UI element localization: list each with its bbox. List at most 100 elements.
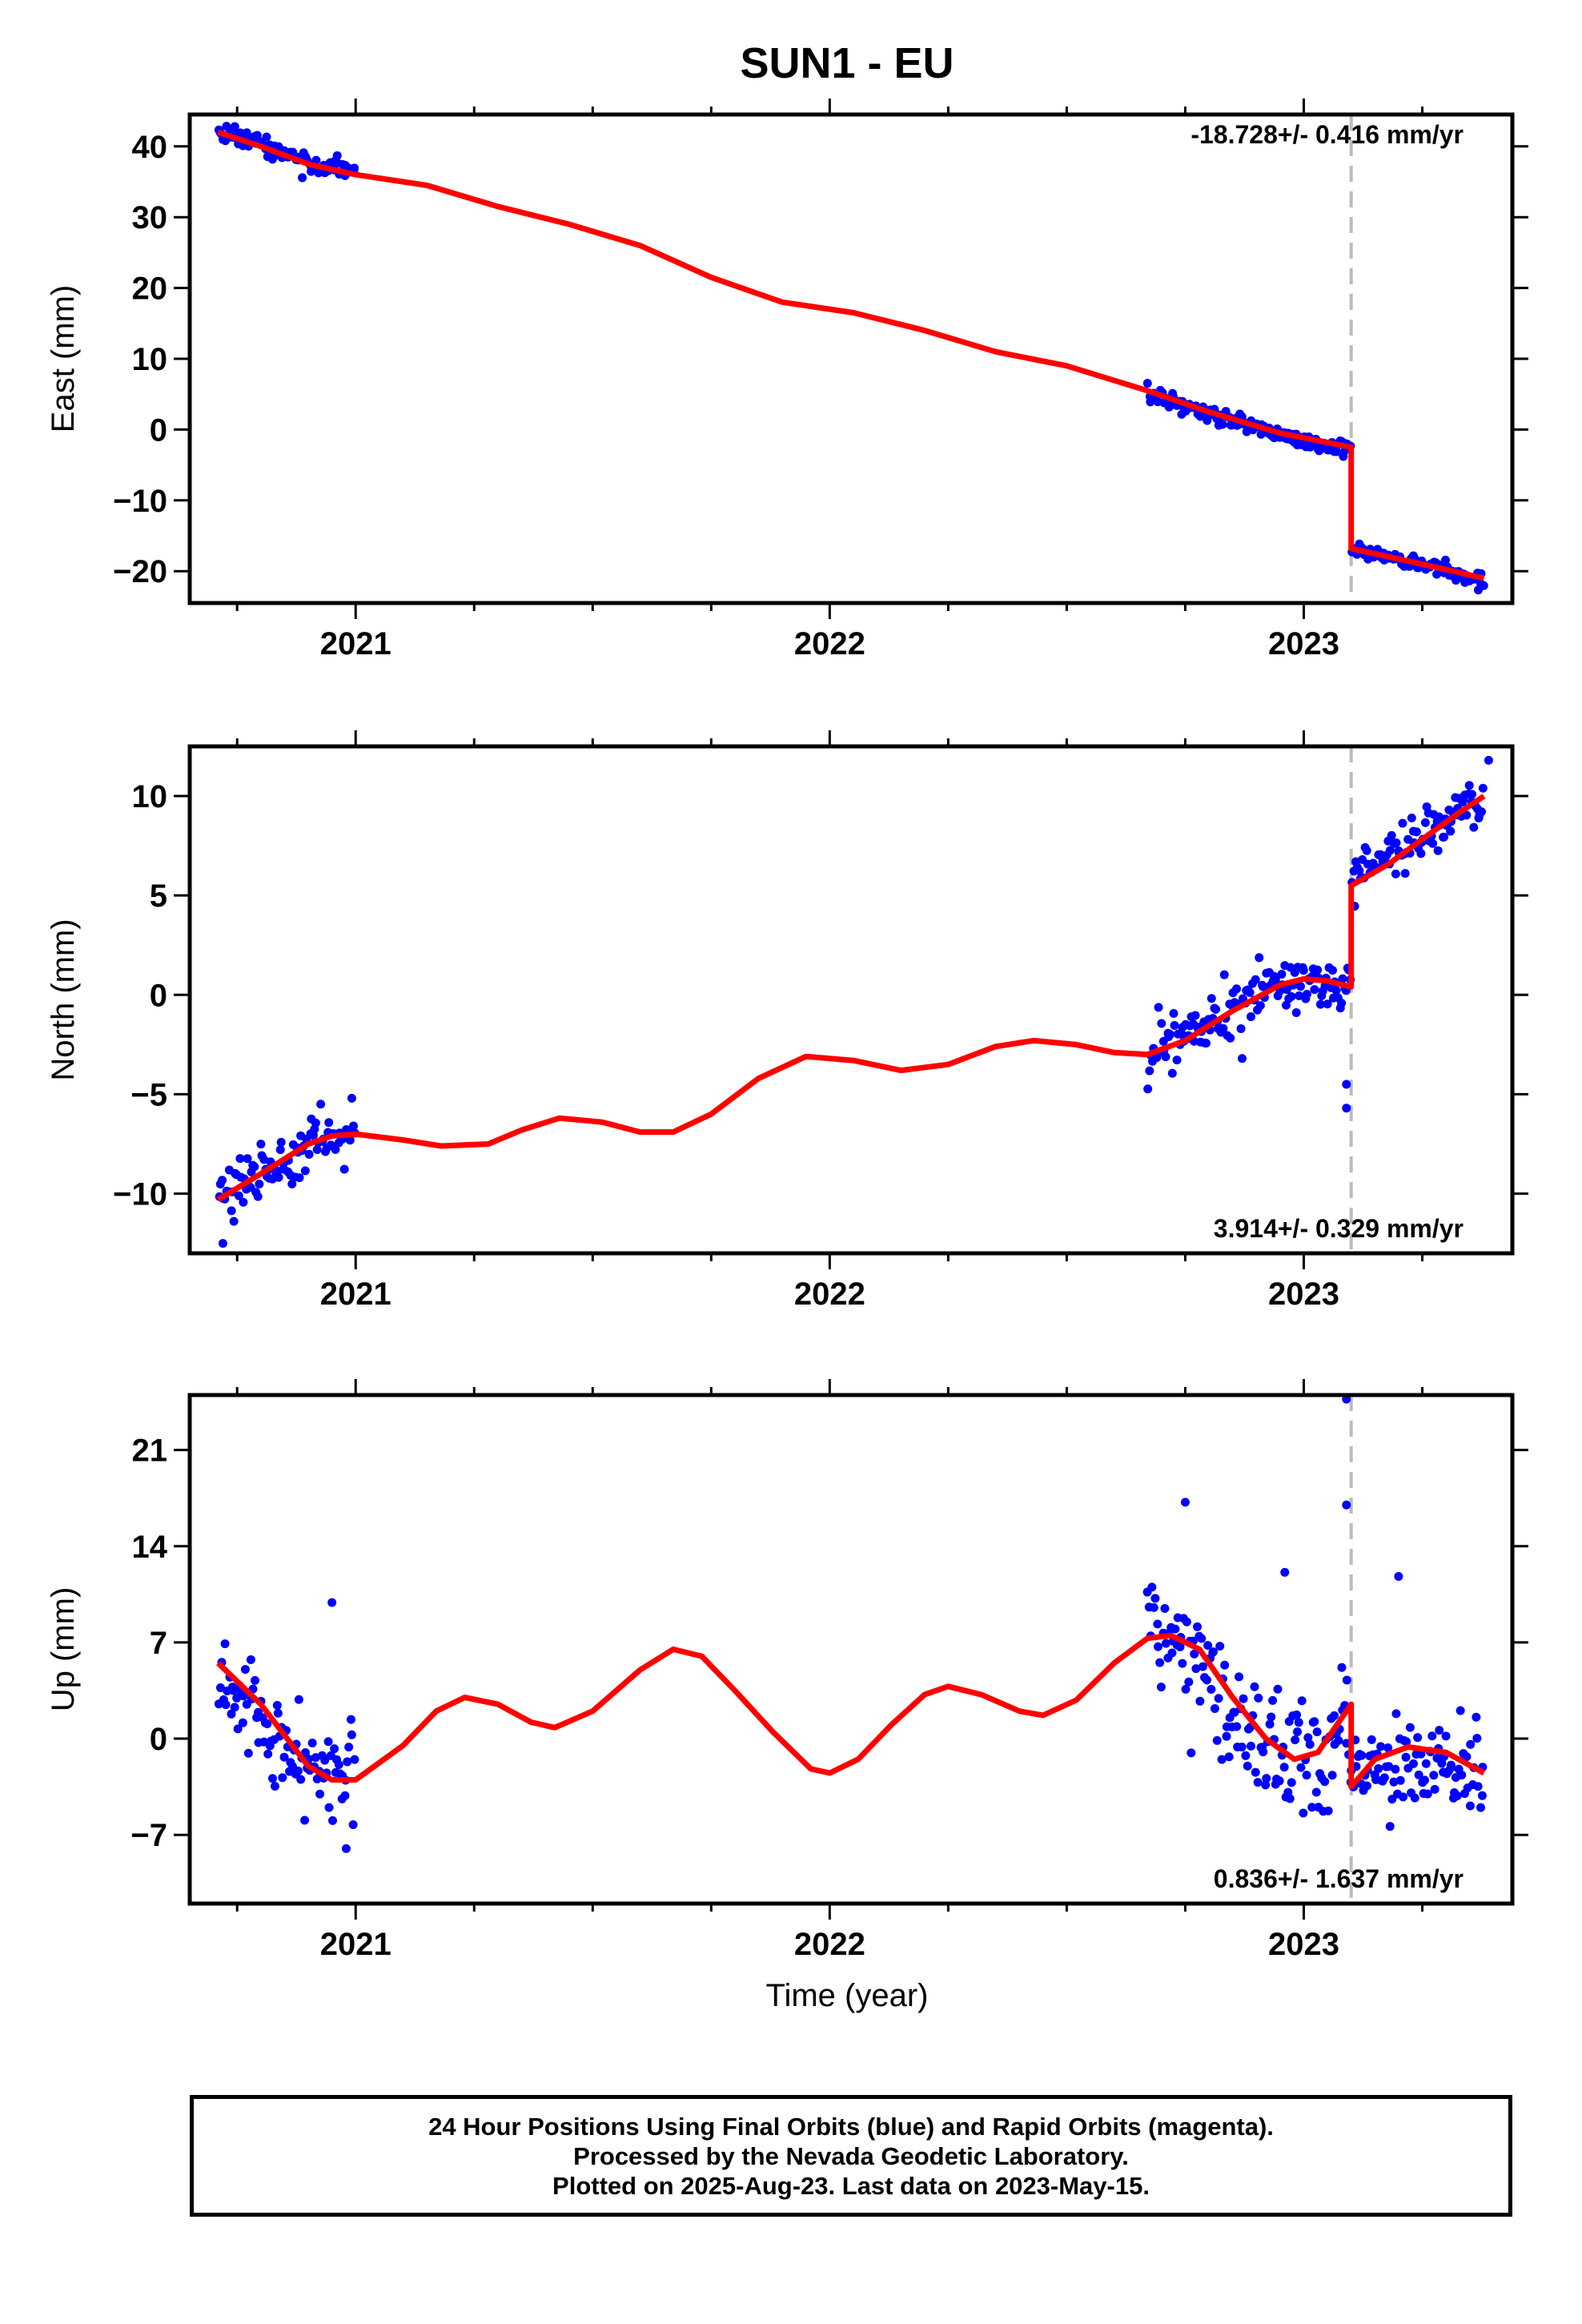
data-point bbox=[1351, 1762, 1361, 1771]
data-point bbox=[1291, 1735, 1300, 1745]
y-tick-label: 0 bbox=[150, 412, 167, 448]
data-point bbox=[232, 1693, 242, 1703]
data-point bbox=[294, 1695, 303, 1704]
data-point bbox=[1437, 1759, 1447, 1768]
data-point bbox=[1408, 1759, 1418, 1768]
data-point bbox=[1387, 830, 1396, 840]
data-point bbox=[1202, 1675, 1211, 1685]
data-point bbox=[1211, 1004, 1221, 1014]
data-point bbox=[1161, 1638, 1170, 1648]
data-point bbox=[1331, 986, 1341, 995]
data-point bbox=[1245, 987, 1255, 997]
panel-frame bbox=[187, 112, 1515, 605]
data-point bbox=[350, 1755, 359, 1764]
data-point bbox=[1279, 1763, 1289, 1772]
data-point bbox=[331, 1144, 340, 1154]
data-point bbox=[1180, 1498, 1190, 1507]
data-point bbox=[1170, 1020, 1179, 1030]
data-point bbox=[221, 1700, 231, 1710]
x-tick-label: 2021 bbox=[320, 626, 391, 661]
data-point bbox=[344, 1743, 354, 1752]
data-point bbox=[307, 1739, 317, 1748]
data-point bbox=[1164, 402, 1174, 412]
data-point bbox=[1145, 1066, 1154, 1076]
data-point bbox=[1421, 1759, 1431, 1768]
data-point bbox=[1315, 999, 1325, 1009]
data-point bbox=[1383, 1743, 1393, 1752]
data-point bbox=[272, 1700, 282, 1710]
data-point bbox=[250, 1675, 259, 1685]
data-point bbox=[1389, 1777, 1399, 1787]
data-point bbox=[312, 1145, 322, 1155]
data-point bbox=[1446, 1760, 1456, 1770]
data-point bbox=[320, 1755, 330, 1765]
data-point bbox=[1273, 1684, 1283, 1694]
data-point bbox=[1337, 1663, 1347, 1672]
data-point bbox=[1323, 999, 1332, 1009]
x-axis-label: Time (year) bbox=[766, 1978, 929, 2013]
data-point bbox=[1214, 1694, 1223, 1703]
data-point bbox=[1411, 827, 1421, 837]
data-point bbox=[243, 1748, 253, 1758]
data-point bbox=[327, 1815, 337, 1825]
data-point bbox=[1413, 1733, 1423, 1743]
data-point bbox=[1468, 790, 1477, 799]
data-point bbox=[230, 1703, 239, 1712]
y-axis-label: East (mm) bbox=[46, 285, 81, 432]
y-tick-label: −20 bbox=[113, 554, 167, 589]
data-point bbox=[1259, 1747, 1268, 1757]
footer-line-2: Processed by the Nevada Geodetic Laborat… bbox=[573, 2141, 1129, 2170]
y-tick-label: 20 bbox=[132, 271, 168, 307]
data-point bbox=[1435, 1726, 1444, 1735]
y-tick-label: −5 bbox=[130, 1077, 167, 1112]
data-point bbox=[1243, 1761, 1252, 1771]
data-point bbox=[239, 1197, 248, 1207]
data-point bbox=[1167, 1068, 1177, 1078]
data-point bbox=[1219, 970, 1229, 979]
data-point bbox=[346, 1715, 355, 1724]
data-point bbox=[238, 1718, 247, 1727]
rate-annotation: 0.836+/- 1.637 mm/yr bbox=[1214, 1864, 1464, 1893]
y-tick-label: 30 bbox=[132, 200, 168, 235]
plot-area bbox=[214, 1395, 1488, 1853]
data-point bbox=[339, 1164, 349, 1174]
panels: 40 30 20 10 0 −10 −20 2021 2022 2023 East (mm) -18.… bbox=[46, 99, 1528, 1962]
data-point bbox=[1479, 581, 1488, 590]
data-point bbox=[293, 1766, 303, 1775]
data-point bbox=[1391, 838, 1401, 847]
data-point bbox=[1287, 991, 1296, 1001]
data-point bbox=[1234, 1672, 1243, 1682]
data-point bbox=[228, 1686, 238, 1695]
data-point bbox=[1153, 1642, 1162, 1651]
data-point bbox=[1268, 1695, 1278, 1705]
data-point bbox=[1262, 1774, 1271, 1783]
y-tick-label: 21 bbox=[132, 1433, 168, 1469]
data-point bbox=[1182, 1617, 1191, 1626]
data-point bbox=[341, 1844, 351, 1853]
data-point bbox=[1275, 1776, 1284, 1786]
data-point bbox=[1465, 1801, 1475, 1811]
data-point bbox=[222, 122, 231, 131]
data-point bbox=[274, 1172, 283, 1182]
data-point bbox=[1265, 1719, 1275, 1729]
data-point bbox=[218, 1239, 227, 1248]
data-point bbox=[1478, 783, 1488, 793]
data-point bbox=[1203, 1641, 1213, 1651]
data-point bbox=[1224, 1752, 1234, 1762]
data-point bbox=[267, 1774, 277, 1783]
data-point bbox=[1207, 994, 1216, 1003]
data-point bbox=[1430, 1784, 1439, 1794]
data-point bbox=[1294, 1718, 1303, 1727]
data-point bbox=[1295, 991, 1304, 1000]
data-point bbox=[1167, 1648, 1177, 1658]
data-point bbox=[1385, 1822, 1395, 1831]
data-point bbox=[256, 1140, 266, 1149]
data-point bbox=[1277, 970, 1287, 979]
data-point bbox=[1299, 966, 1308, 975]
data-point bbox=[1394, 1572, 1403, 1582]
y-tick-label: 0 bbox=[150, 978, 167, 1013]
data-point bbox=[1237, 1743, 1247, 1752]
data-point bbox=[1153, 1619, 1162, 1629]
data-point bbox=[300, 1815, 310, 1825]
